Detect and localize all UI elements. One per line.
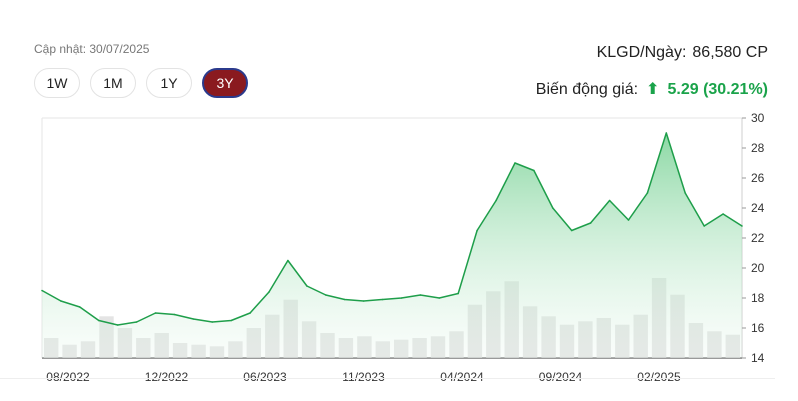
price-point xyxy=(400,297,403,299)
price-point xyxy=(570,229,573,232)
price-point xyxy=(98,319,100,322)
range-button-1m[interactable]: 1M xyxy=(90,68,136,98)
price-point xyxy=(608,199,611,202)
price-point xyxy=(589,222,592,224)
price-point xyxy=(343,298,346,301)
price-change-label: Biến động giá: xyxy=(535,81,639,98)
volume-summary: KLGD/Ngày: 86,580 CP xyxy=(597,44,768,62)
y-tick-label: 28 xyxy=(751,141,765,155)
price-point xyxy=(306,285,308,287)
volume-value: 86,580 CP xyxy=(692,44,768,61)
price-point xyxy=(419,294,422,296)
price-point xyxy=(192,318,195,320)
y-tick-label: 26 xyxy=(751,171,765,185)
x-tick-label: 11/2023 xyxy=(342,370,385,384)
price-point xyxy=(457,292,460,295)
price-point xyxy=(684,192,686,194)
price-point xyxy=(230,319,232,322)
price-point xyxy=(287,259,289,262)
price-point xyxy=(116,324,119,326)
y-tick-label: 30 xyxy=(751,111,765,125)
price-change-summary: Biến động giá: ⬆ 5.29 (30.21%) xyxy=(536,79,768,99)
volume-label: KLGD/Ngày: xyxy=(596,44,687,61)
price-point xyxy=(381,298,384,301)
price-point xyxy=(665,132,668,134)
x-tick-label: 02/2025 xyxy=(637,370,681,384)
x-tick-label: 12/2022 xyxy=(145,370,189,384)
price-change-value: 5.29 (30.21%) xyxy=(667,81,768,98)
price-point xyxy=(476,229,478,232)
price-point xyxy=(646,192,649,194)
price-point xyxy=(173,313,176,316)
x-tick-label: 06/2023 xyxy=(243,370,287,384)
y-tick-label: 24 xyxy=(751,201,765,215)
price-point xyxy=(268,291,270,293)
range-button-1w[interactable]: 1W xyxy=(34,68,80,98)
last-updated-text: Cập nhật: 30/07/2025 xyxy=(34,42,150,56)
y-tick-label: 20 xyxy=(751,261,765,275)
price-line xyxy=(41,132,743,326)
x-tick-label: 08/2022 xyxy=(46,370,90,384)
price-point xyxy=(552,207,554,209)
price-point xyxy=(41,289,43,292)
x-axis: 08/2022 12/2022 06/2023 11/2023 04/2024 09/20… xyxy=(46,370,681,384)
x-tick-label: 04/2024 xyxy=(440,370,484,384)
price-area xyxy=(41,132,743,358)
bottom-divider xyxy=(0,378,775,379)
y-axis: 14 16 18 20 22 24 26 28 30 xyxy=(742,111,765,365)
price-point xyxy=(722,213,724,215)
price-point xyxy=(249,312,251,314)
arrow-up-icon: ⬆ xyxy=(646,81,660,98)
y-tick-label: 16 xyxy=(751,321,765,335)
price-point xyxy=(325,294,327,296)
x-tick-label: 09/2024 xyxy=(539,370,583,384)
price-point xyxy=(495,199,497,202)
price-point xyxy=(211,321,214,323)
price-point xyxy=(514,162,516,164)
range-button-1y[interactable]: 1Y xyxy=(146,68,192,98)
price-point xyxy=(79,306,81,308)
price-point xyxy=(741,225,743,227)
price-point xyxy=(154,312,157,314)
price-point xyxy=(627,219,630,221)
y-tick-label: 14 xyxy=(751,351,765,365)
price-point xyxy=(362,300,365,302)
price-point xyxy=(60,300,62,302)
price-point xyxy=(703,225,705,227)
y-tick-label: 18 xyxy=(751,291,765,305)
price-area-fill xyxy=(42,133,742,358)
price-point xyxy=(533,169,535,172)
time-range-selector: 1W 1M 1Y 3Y xyxy=(34,68,248,98)
range-button-3y[interactable]: 3Y xyxy=(202,68,248,98)
y-tick-label: 22 xyxy=(751,231,765,245)
price-point xyxy=(135,321,138,323)
price-point xyxy=(438,297,441,299)
